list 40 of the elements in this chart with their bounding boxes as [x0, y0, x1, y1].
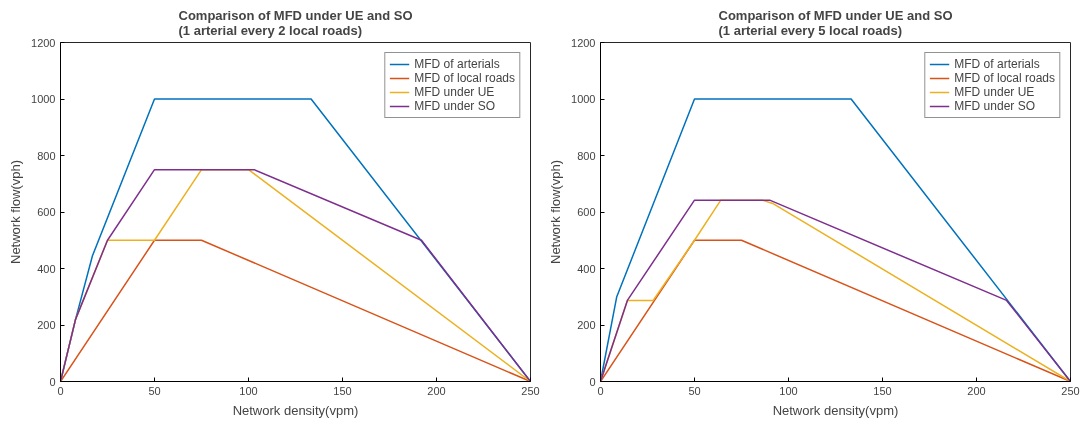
x-tick-label: 150 — [333, 384, 352, 397]
y-axis-title: Network flow(vph) — [8, 159, 24, 265]
legend-label: MFD under SO — [954, 99, 1035, 113]
x-tick-label: 0 — [597, 384, 604, 397]
x-tick-label: 200 — [967, 384, 986, 397]
x-tick-label: 100 — [239, 384, 258, 397]
x-tick-label: 150 — [873, 384, 892, 397]
y-tick-label: 0 — [49, 375, 56, 388]
y-tick-label: 800 — [577, 149, 596, 162]
y-tick-label: 400 — [577, 262, 596, 275]
chart-title: Comparison of MFD under UE and SO (1 arterial every 2 local roads) — [178, 7, 413, 38]
legend-label: MFD of local roads — [954, 71, 1055, 85]
legend-label: MFD under SO — [414, 99, 495, 113]
x-axis-title: Network density(vpm) — [232, 402, 359, 418]
y-tick-label: 600 — [37, 206, 56, 218]
y-tick-label: 600 — [577, 206, 596, 218]
x-tick-label: 0 — [57, 384, 64, 397]
legend-label: MFD of arterials — [414, 57, 500, 71]
legend-label: MFD of local roads — [414, 71, 515, 85]
chart-title: Comparison of MFD under UE and SO (1 arterial every 5 local roads) — [718, 7, 953, 38]
y-tick-label: 1000 — [571, 93, 596, 105]
y-tick-label: 200 — [577, 319, 596, 331]
x-tick-label: 200 — [427, 384, 446, 397]
y-tick-label: 1000 — [31, 93, 56, 105]
x-tick-label: 250 — [521, 384, 540, 397]
y-tick-label: 400 — [37, 262, 56, 275]
legend-label: MFD under UE — [414, 85, 495, 99]
y-tick-label: 1200 — [31, 36, 56, 49]
x-tick-label: 50 — [148, 384, 161, 397]
x-axis-title: Network density(vpm) — [772, 402, 899, 418]
x-tick-label: 250 — [1061, 384, 1080, 397]
x-tick-label: 50 — [688, 384, 701, 397]
y-tick-label: 0 — [589, 375, 596, 388]
y-tick-label: 200 — [37, 319, 56, 331]
legend-label: MFD under UE — [954, 85, 1035, 99]
legend-label: MFD of arterials — [954, 57, 1040, 71]
y-tick-label: 1200 — [571, 36, 596, 49]
y-tick-label: 800 — [37, 149, 56, 162]
y-axis-title: Network flow(vph) — [548, 159, 564, 265]
x-tick-label: 100 — [779, 384, 798, 397]
